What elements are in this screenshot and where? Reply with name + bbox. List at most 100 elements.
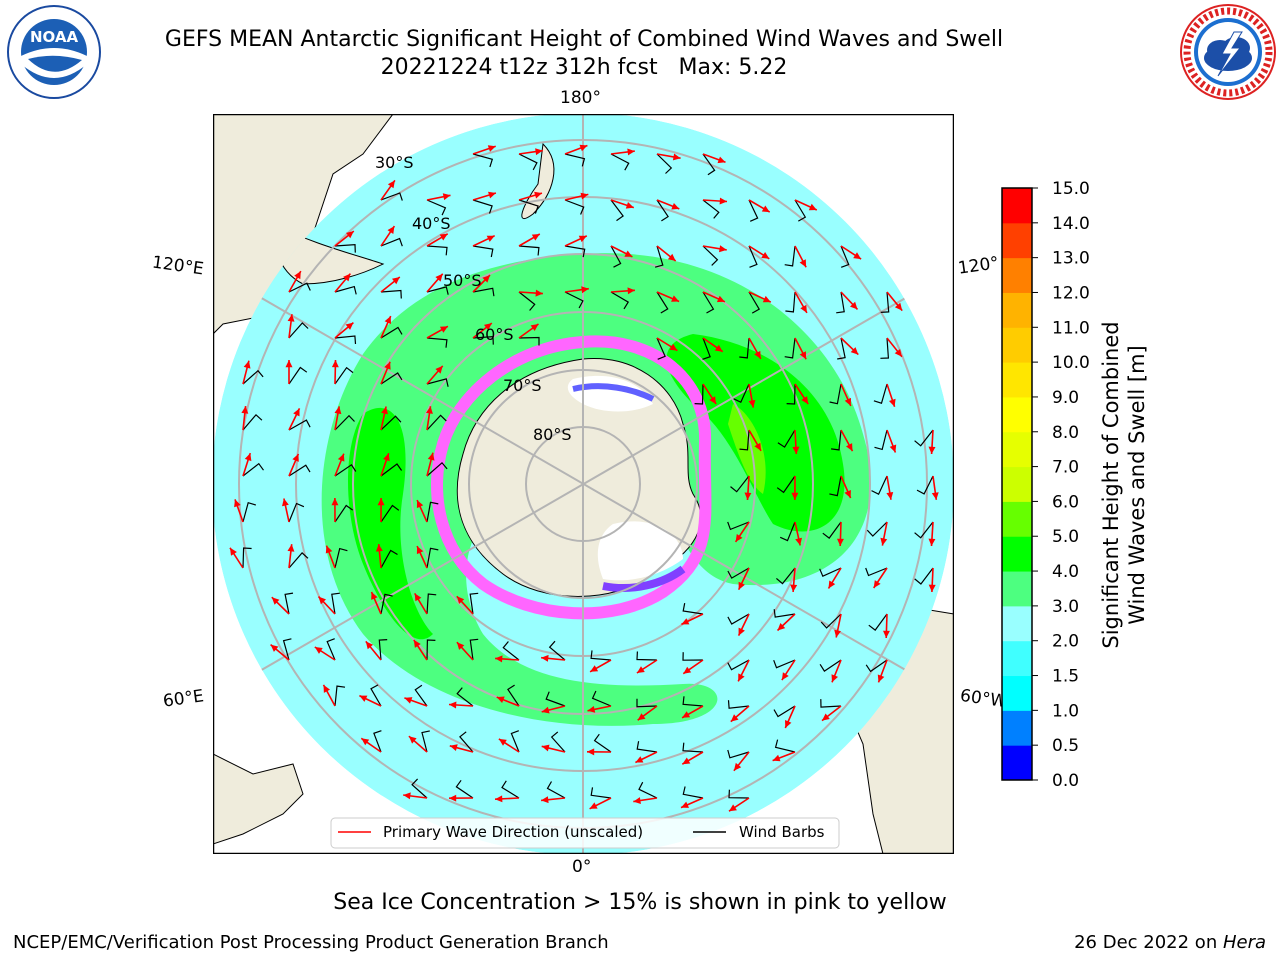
wave-arrow-head <box>375 544 383 552</box>
wind-barb <box>840 245 850 268</box>
wind-barb <box>682 786 704 799</box>
wave-arrow-head <box>449 744 458 751</box>
wind-barb <box>610 153 630 171</box>
polar-map-canvas: 30°S 40°S 50°S 60°S 70°S 80°S Primary Wa… <box>213 114 954 854</box>
wind-barb <box>590 787 612 799</box>
wave-arrow-head <box>681 801 689 808</box>
wave-arrow-head <box>928 538 936 546</box>
wave-arrow-head <box>627 148 635 156</box>
wind-barb <box>728 789 750 799</box>
wind-barb <box>472 153 494 168</box>
wave-arrow-head <box>744 492 752 500</box>
wind-barb <box>777 429 796 448</box>
wind-barb <box>334 366 354 385</box>
wave-arrow-head <box>416 546 424 555</box>
wind-barb <box>819 659 842 672</box>
wave-arrow-head <box>671 295 680 302</box>
wave-arrow-head <box>635 756 644 763</box>
lat-label-30: 30°S <box>375 153 414 172</box>
wave-arrow-head <box>681 618 690 625</box>
wind-barb <box>288 502 305 523</box>
legend-barb-label: Wind Barbs <box>739 823 825 841</box>
wind-barb <box>414 684 428 707</box>
wave-arrow-head <box>790 584 798 592</box>
wave-arrow-head <box>541 796 549 804</box>
wave-arrow-head <box>636 666 645 673</box>
lon-label-120e: 120°E <box>150 252 205 280</box>
wave-arrow-head <box>777 623 786 631</box>
lon-label-60w: 60°W <box>958 685 1009 713</box>
wind-barb <box>242 547 252 569</box>
wave-arrow-head <box>484 323 492 331</box>
wave-arrow-head <box>287 314 295 322</box>
wind-barb <box>871 475 888 496</box>
wave-arrow-head <box>590 665 599 672</box>
wind-barb <box>518 291 536 311</box>
colorbar-segment <box>1002 396 1032 433</box>
wind-barb <box>739 429 750 451</box>
wave-arrow-head <box>495 795 503 803</box>
wind-barb <box>284 592 294 615</box>
colorbar-segment <box>1002 571 1032 607</box>
wind-barb <box>242 462 264 477</box>
wind-barb <box>472 287 495 297</box>
wave-arrow-head <box>754 350 761 359</box>
wind-barb <box>776 475 796 494</box>
wind-barb <box>373 730 382 753</box>
wind-barb <box>426 414 447 431</box>
wave-arrow-head <box>637 713 646 721</box>
colorbar-tick-label: 14.0 <box>1052 214 1090 234</box>
wind-barb <box>610 245 622 268</box>
wind-barb <box>456 687 474 707</box>
wave-arrow-head <box>877 674 885 683</box>
wave-arrow-head <box>541 654 549 662</box>
wind-barb <box>773 659 796 669</box>
wind-barb <box>727 700 750 709</box>
wind-barb <box>334 547 348 569</box>
wave-arrow-head <box>535 289 543 297</box>
wave-arrow-head <box>831 674 838 683</box>
wave-arrow-head <box>243 360 251 369</box>
wind-barb <box>774 739 796 753</box>
wave-arrow-head <box>738 627 745 636</box>
wave-arrow-head <box>667 253 676 261</box>
lon-label-60e: 60°E <box>161 686 206 712</box>
colorbar-segment <box>1002 257 1032 293</box>
wind-barb <box>590 650 612 661</box>
colorbar-segment <box>1002 745 1032 781</box>
wind-barb <box>739 337 750 359</box>
noaa-logo: NOAA <box>6 4 102 100</box>
wave-arrow-head <box>241 406 249 414</box>
colorbar-segment <box>1002 431 1032 468</box>
noaa-logo-text: NOAA <box>30 28 79 46</box>
wave-arrow-head <box>287 544 295 552</box>
colorbar-tick-label: 2.0 <box>1052 632 1079 652</box>
wind-barb <box>591 690 612 707</box>
wave-arrow-head <box>850 347 859 355</box>
lat-label-70: 70°S <box>503 376 542 395</box>
wind-barb <box>507 684 520 707</box>
wave-arrow-head <box>889 398 896 407</box>
wind-barb <box>636 698 658 708</box>
wind-barb <box>865 567 888 577</box>
wave-arrow-head <box>799 351 807 360</box>
wave-arrow-head <box>383 453 390 462</box>
wind-barb <box>564 199 585 215</box>
wind-barb <box>455 779 474 799</box>
colorbar-tick-label: 10.0 <box>1052 353 1090 373</box>
wind-barb <box>501 780 520 799</box>
wind-barb <box>518 153 538 171</box>
wave-arrow-head <box>449 701 457 709</box>
wind-barb <box>242 413 263 431</box>
wind-barb <box>785 291 796 313</box>
wave-arrow-head <box>894 349 902 357</box>
lat-label-50: 50°S <box>443 271 482 290</box>
wave-arrow-head <box>371 592 378 600</box>
wave-arrow-head <box>730 714 739 722</box>
colorbar-frame <box>1001 187 1033 781</box>
wind-barb <box>694 383 704 405</box>
wind-barb <box>682 602 704 615</box>
wind-barb <box>636 651 658 661</box>
wave-arrow-head <box>387 180 395 189</box>
wind-barb <box>610 291 630 310</box>
